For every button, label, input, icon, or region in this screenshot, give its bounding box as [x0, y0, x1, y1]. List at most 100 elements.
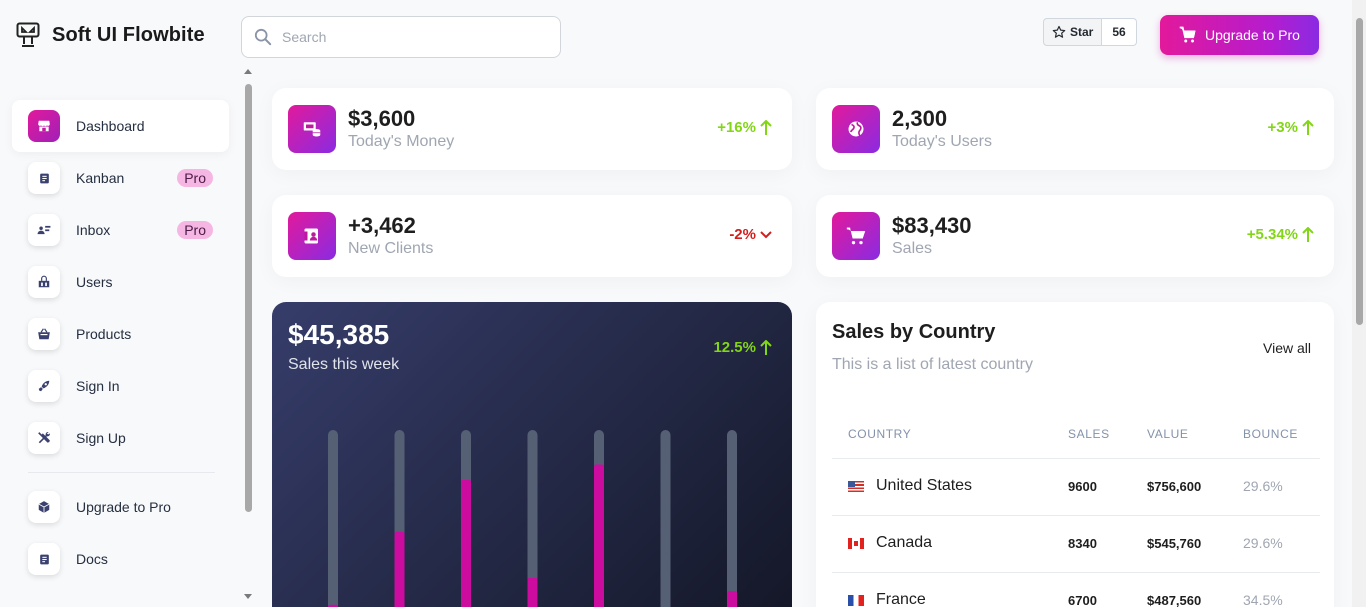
card-title: Sales by Country — [832, 321, 996, 343]
users-icon — [28, 266, 60, 298]
money-icon — [288, 105, 336, 153]
stat-label: Today's Users — [892, 133, 992, 150]
bar-5 — [594, 464, 604, 607]
table-row[interactable]: France 6700 $487,560 34.5% — [832, 573, 1320, 607]
sidebar-item-label: Users — [76, 274, 113, 290]
basket-icon — [28, 318, 60, 350]
sales-cell: 9600 — [1068, 479, 1097, 494]
cart-icon — [832, 212, 880, 260]
column-header-bounce: BOUNCE — [1243, 427, 1298, 441]
sidebar-item-sign-in[interactable]: Sign In — [12, 360, 229, 412]
sidebar-item-label: Docs — [76, 551, 108, 567]
stat-label: Sales — [892, 240, 933, 257]
france-flag-icon — [848, 594, 864, 606]
stat-value: $3,600 — [348, 106, 416, 131]
column-header-value: VALUE — [1147, 427, 1189, 441]
weekly-sales-label: Sales this week — [288, 356, 400, 373]
country-cell: Canada — [848, 534, 932, 552]
github-star-button[interactable]: Star — [1043, 18, 1103, 46]
shop-icon — [28, 110, 60, 142]
sidebar-divider — [28, 472, 215, 473]
stat-card-users: 2,300 Today's Users +3% — [816, 88, 1334, 170]
table-row[interactable]: United States 9600 $756,600 29.6% — [832, 459, 1320, 516]
canada-flag-icon — [848, 537, 864, 549]
sidebar-item-label: Products — [76, 326, 132, 342]
sidebar-scrollbar[interactable] — [242, 69, 254, 607]
upgrade-to-pro-button[interactable]: Upgrade to Pro — [1160, 15, 1319, 55]
sidebar-item-dashboard[interactable]: Dashboard — [12, 100, 229, 152]
stat-card-clients: +3,462 New Clients -2% — [272, 195, 792, 277]
arrow-up-icon — [760, 339, 772, 355]
stat-change-value: +5.34% — [1246, 226, 1298, 243]
tools-icon — [28, 422, 60, 454]
brand[interactable]: Soft UI Flowbite — [16, 22, 205, 48]
column-header-country: COUNTRY — [848, 427, 912, 441]
sidebar-item-upgrade-to-pro[interactable]: Upgrade to Pro — [12, 481, 229, 533]
scroll-down-icon[interactable] — [244, 594, 252, 599]
star-label: Star — [1070, 25, 1094, 39]
table-header: COUNTRY SALES VALUE BOUNCE — [832, 426, 1320, 459]
sales-cell: 8340 — [1068, 536, 1097, 551]
stat-value: 2,300 — [892, 106, 948, 131]
weekly-sales-value: $45,385 — [288, 319, 390, 350]
us-flag-icon — [848, 480, 864, 492]
bar-4 — [527, 577, 538, 607]
top-bar: Soft UI Flowbite Star 56 Upgrade to Pro — [0, 0, 1352, 72]
country-name: France — [876, 591, 926, 607]
sales-by-country-card: Sales by Country This is a list of lates… — [816, 302, 1334, 607]
sidebar: Dashboard Kanban Pro Inbox Pro Users — [0, 69, 256, 607]
country-name: Canada — [876, 534, 933, 551]
stat-change-value: -2% — [729, 226, 756, 243]
bounce-cell: 29.6% — [1243, 478, 1283, 494]
view-all-link[interactable]: View all — [1263, 340, 1311, 356]
bounce-cell: 29.6% — [1243, 535, 1283, 551]
sidebar-item-docs[interactable]: Docs — [12, 533, 229, 585]
bar-track — [328, 430, 338, 607]
page-scrollbar[interactable] — [1352, 0, 1366, 607]
id-card-icon — [288, 212, 336, 260]
pro-badge: Pro — [177, 221, 213, 239]
sidebar-item-label: Inbox — [76, 222, 111, 238]
star-icon — [1052, 25, 1066, 38]
sidebar-item-users[interactable]: Users — [12, 256, 229, 308]
bar-1 — [328, 604, 338, 607]
search-box[interactable] — [241, 16, 561, 58]
sidebar-item-products[interactable]: Products — [12, 308, 229, 360]
column-header-sales: SALES — [1068, 427, 1110, 441]
country-cell: United States — [848, 477, 972, 495]
sidebar-item-sign-up[interactable]: Sign Up — [12, 412, 229, 464]
sidebar-scroll-thumb[interactable] — [245, 84, 252, 512]
globe-icon — [832, 105, 880, 153]
bar-track — [527, 430, 538, 607]
sales-cell: 6700 — [1068, 593, 1097, 607]
star-count[interactable]: 56 — [1102, 18, 1137, 46]
docs-icon — [28, 543, 60, 575]
stat-change-value: +3% — [1267, 119, 1298, 136]
value-cell: $756,600 — [1147, 479, 1202, 494]
sidebar-item-label: Upgrade to Pro — [76, 499, 171, 515]
sidebar-item-inbox[interactable]: Inbox Pro — [12, 204, 229, 256]
arrow-up-icon — [1302, 226, 1314, 242]
stat-label: New Clients — [348, 240, 434, 257]
country-name: United States — [876, 477, 973, 494]
logo-icon — [16, 22, 40, 47]
page-scroll-thumb[interactable] — [1356, 18, 1363, 325]
search-input[interactable] — [282, 29, 542, 45]
card-subtitle: This is a list of latest country — [832, 356, 1033, 373]
sidebar-item-label: Sign In — [76, 378, 120, 394]
cart-icon — [1179, 26, 1196, 43]
stat-change-value: +16% — [717, 119, 756, 136]
stat-value: +3,462 — [348, 213, 416, 238]
box-icon — [28, 491, 60, 523]
weekly-sales-change: 12.5% — [713, 339, 772, 356]
table-row[interactable]: Canada 8340 $545,760 29.6% — [832, 516, 1320, 573]
stat-change: +16% — [717, 119, 772, 136]
sidebar-item-kanban[interactable]: Kanban Pro — [12, 152, 229, 204]
chevron-down-icon — [760, 230, 772, 238]
stat-value: $83,430 — [892, 213, 972, 238]
stat-card-money: $3,600 Today's Money +16% — [272, 88, 792, 170]
bar-track — [727, 430, 737, 607]
scroll-up-icon[interactable] — [244, 69, 252, 74]
value-cell: $545,760 — [1147, 536, 1202, 551]
value-cell: $487,560 — [1147, 593, 1202, 607]
